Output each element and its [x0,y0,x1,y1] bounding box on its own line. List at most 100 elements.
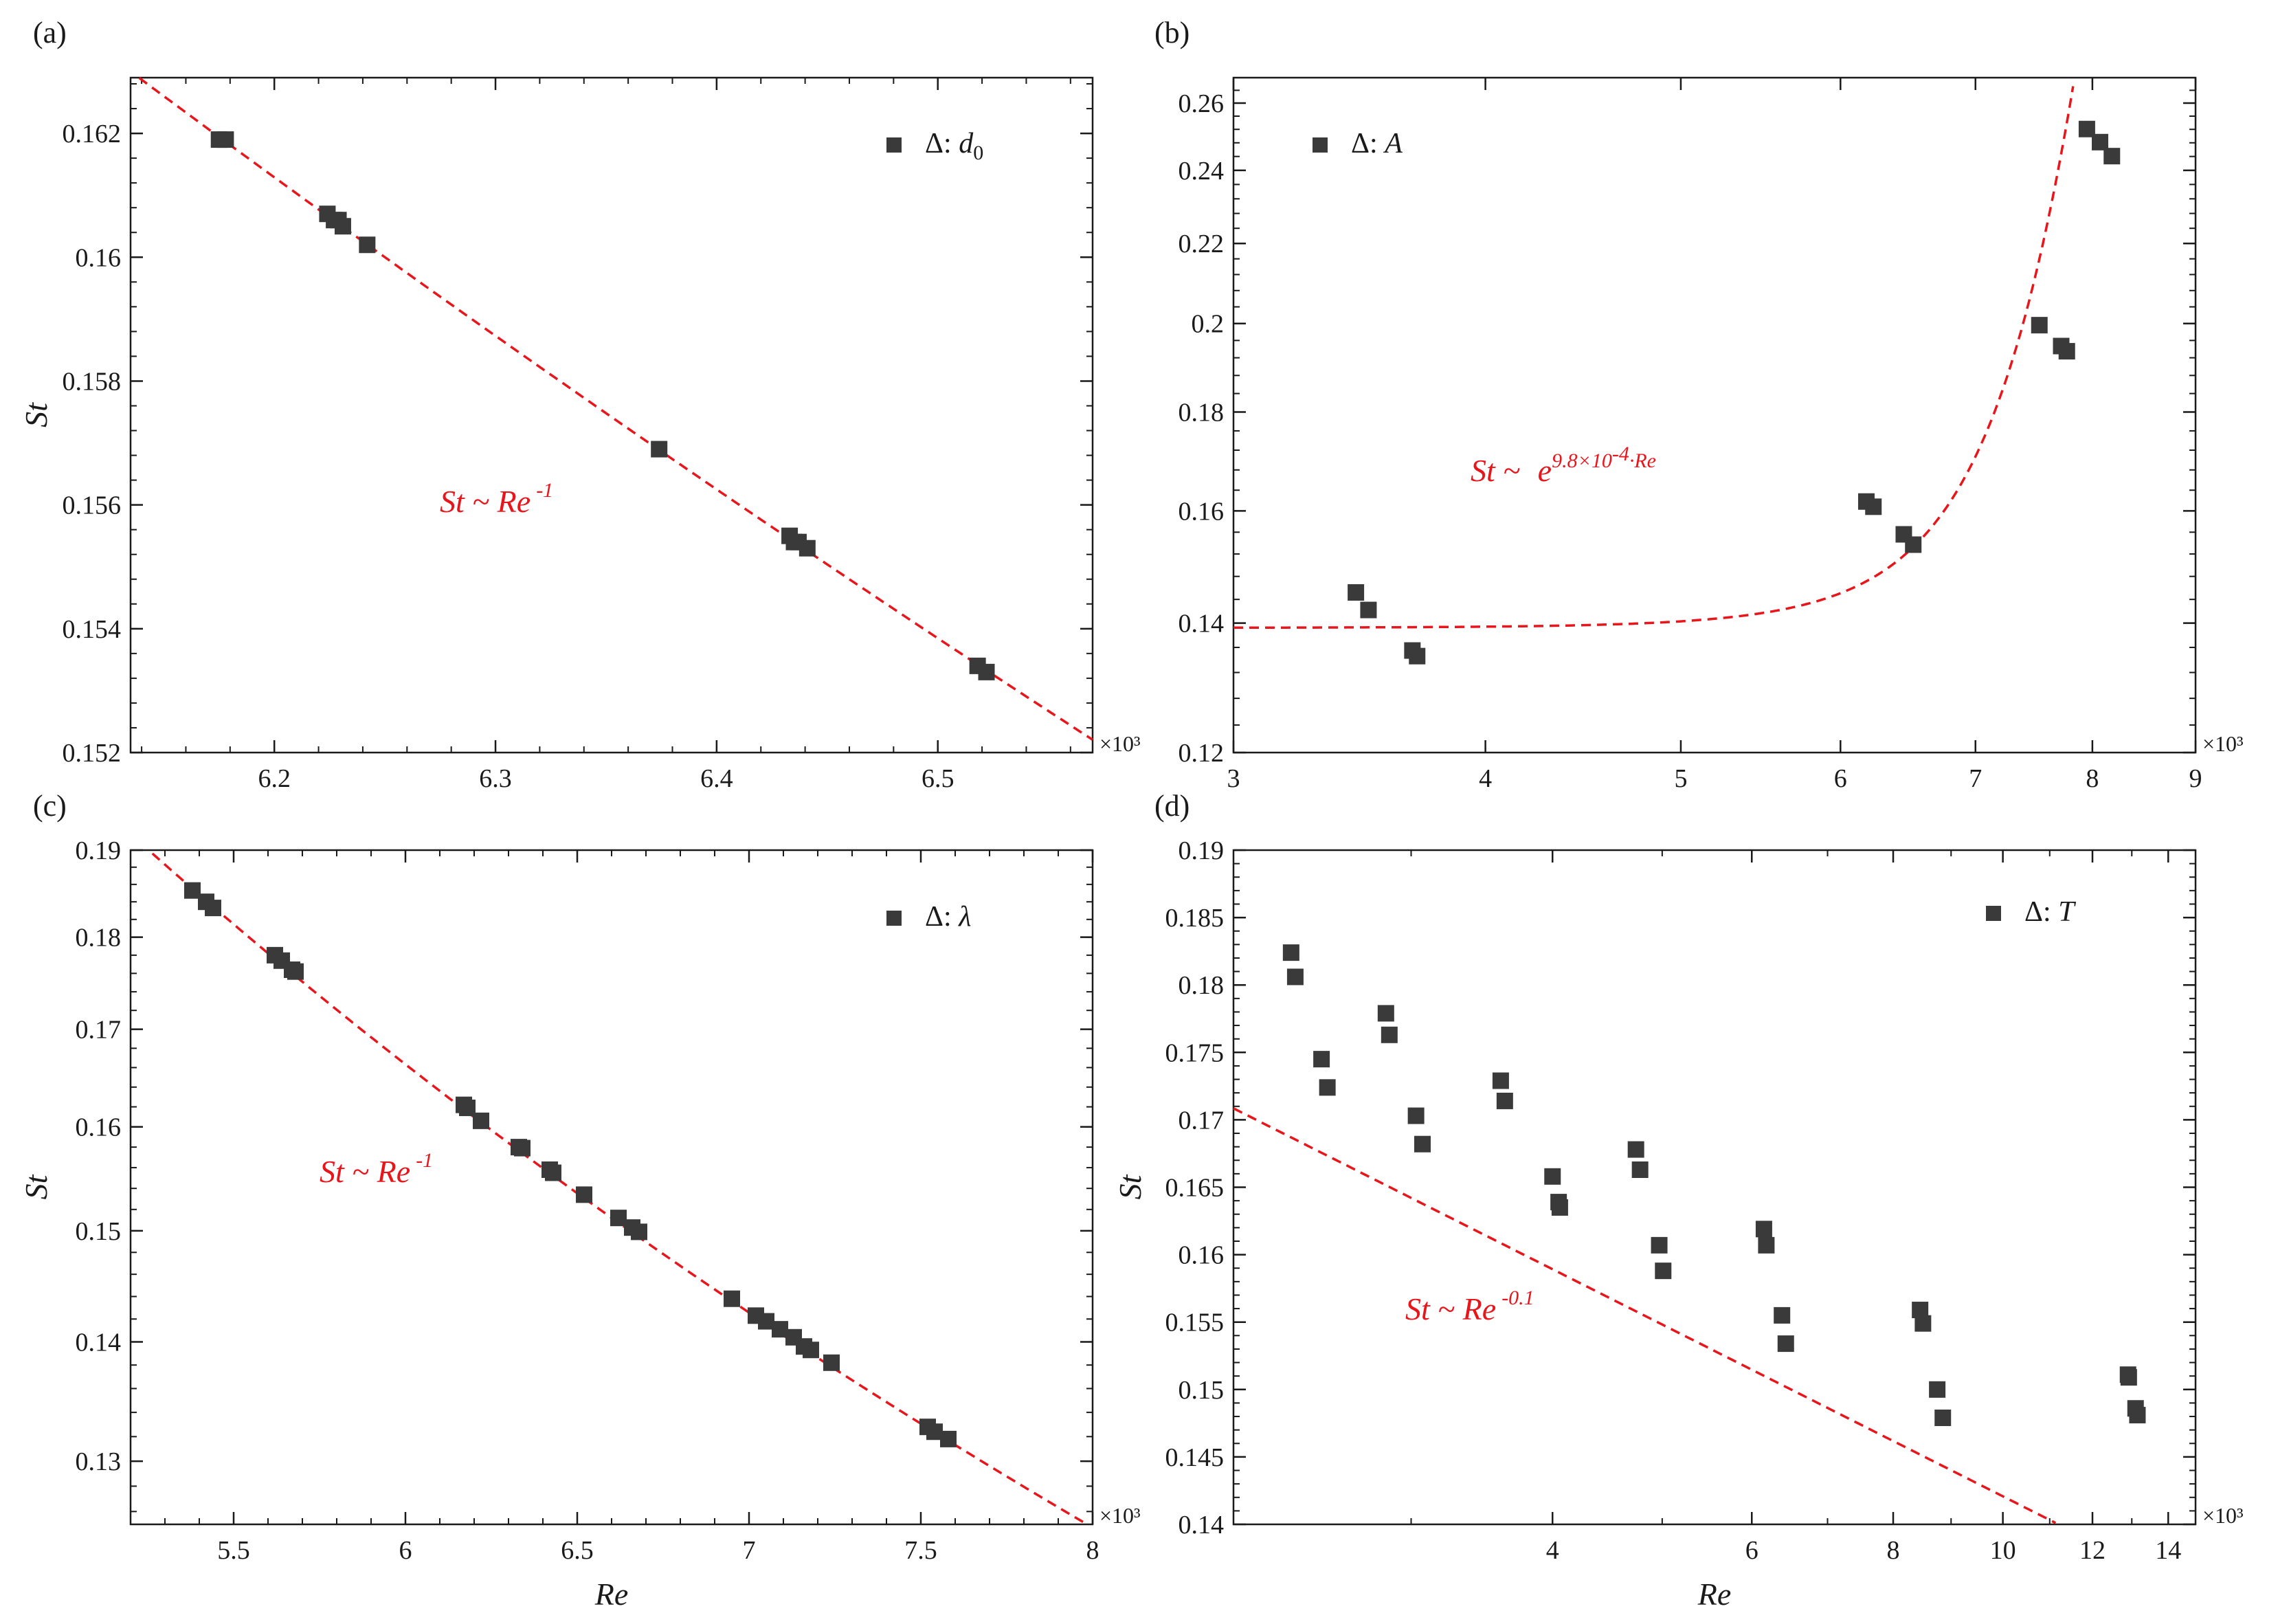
data-point [1758,1236,1775,1254]
legend-label: Δ: T [2024,896,2076,928]
y-tick-label: 0.12 [1179,739,1225,768]
data-point [1381,1026,1398,1043]
y-tick-label: 0.185 [1165,904,1225,933]
data-point [576,1186,592,1203]
data-point [359,236,376,254]
y-tick-label: 0.14 [76,1328,122,1357]
x-tick-label: 7 [743,1536,756,1565]
x-axis-title: Re [594,1577,629,1612]
y-tick-label: 0.16 [76,243,122,272]
fit-annotation: St ~ Re -1 [440,479,553,519]
fit-line [1233,86,2075,630]
data-point [2031,317,2048,334]
y-axis-title: St [19,1174,54,1199]
data-point [2092,133,2109,151]
data-point [1774,1306,1791,1324]
legend-label: Δ: A [1351,128,1403,159]
data-point [1627,1141,1644,1158]
legend-label: Δ: λ [925,901,971,933]
data-point [1934,1410,1952,1427]
data-point [287,963,304,980]
data-point [724,1290,740,1307]
x-tick-label: 6 [1834,764,1847,793]
x-tick-label: 4 [1546,1536,1559,1565]
fit-line [1233,1107,2057,1524]
fit-annotation: St ~ e9.8×10-4·Re [1471,443,1656,488]
data-point [1282,944,1299,961]
x-tick-label: 14 [2155,1536,2181,1565]
y-tick-label: 0.24 [1179,157,1225,186]
x-tick-label: 8 [1887,1536,1900,1565]
y-tick-label: 0.16 [1179,497,1225,526]
x-tick-label: 9 [2189,764,2202,793]
data-point [1407,1107,1425,1124]
data-point [2129,1407,2146,1424]
y-tick-label: 0.145 [1165,1443,1225,1472]
data-point [1914,1315,1932,1332]
legend-marker [1313,137,1328,153]
data-point [978,663,995,680]
y-tick-label: 0.22 [1179,230,1225,258]
data-point [473,1112,489,1129]
legend-marker [886,911,902,926]
y-axis-title: St [19,402,54,427]
y-tick-label: 0.154 [63,615,122,644]
x-tick-label: 5 [1674,764,1687,793]
data-point [1360,601,1377,619]
x-tick-label: 10 [1990,1536,2016,1565]
panel-c: 5.5 6 6.5 7 7.5 8 0.13 0.14 0.15 0.16 0.17 0.18 0.19… [19,789,1141,1612]
data-point [1655,1263,1672,1280]
panel-label: (c) [33,789,67,823]
data-point [2103,148,2121,165]
y-tick-label: 0.16 [1179,1241,1225,1270]
fit-line [138,77,1093,741]
y-tick-label: 0.19 [1179,836,1225,865]
panel-label: (a) [33,16,67,49]
panel-d: 4 6 8 10 12 14 0.14 0.145 0.15 0.155 0.16 0.165 0.17… [1113,789,2244,1612]
x-tick-label: 6.3 [479,764,512,793]
y-tick-label: 0.152 [63,739,122,768]
x-multiplier-label: ×10³ [2202,731,2244,756]
y-tick-label: 0.19 [76,836,122,865]
data-point [1631,1161,1649,1178]
y-tick-label: 0.13 [76,1447,122,1476]
data-point [2120,1369,2137,1386]
x-multiplier-label: ×10³ [2202,1503,2244,1528]
fit-annotation: St ~ Re -1 [320,1149,433,1189]
data-point [940,1430,957,1447]
x-multiplier-label: ×10³ [1099,731,1141,756]
y-tick-label: 0.175 [1165,1038,1225,1067]
data-point [1319,1079,1336,1096]
data-point [334,218,351,235]
data-point [1414,1135,1431,1153]
data-point [217,131,234,148]
data-point [823,1354,840,1371]
x-axis-title: Re [1697,1577,1732,1612]
y-tick-label: 0.16 [76,1113,122,1142]
plot-frame [129,76,1094,754]
x-tick-label: 6 [399,1536,412,1565]
data-point [1313,1051,1330,1068]
y-tick-label: 0.155 [1165,1309,1225,1337]
data-point [545,1164,561,1181]
panel-label: (d) [1154,789,1190,823]
legend-label: Δ: d0 [925,128,983,164]
x-tick-label: 6.4 [700,764,733,793]
data-point [1492,1072,1509,1089]
data-point [799,540,816,557]
data-point [1409,647,1426,665]
legend-marker [1986,906,2001,921]
y-tick-label: 0.14 [1179,610,1225,638]
x-tick-label: 8 [1086,1536,1099,1565]
x-tick-label: 6.2 [258,764,291,793]
fit-line [151,852,1085,1524]
y-axis-title: St [1113,1174,1148,1199]
data-point [1377,1005,1394,1022]
data-point [1551,1199,1568,1216]
data-point [1496,1092,1513,1109]
data-point [2058,343,2075,360]
x-tick-label: 6 [1745,1536,1758,1565]
x-tick-label: 6.5 [922,764,954,793]
panel-label: (b) [1154,16,1190,49]
